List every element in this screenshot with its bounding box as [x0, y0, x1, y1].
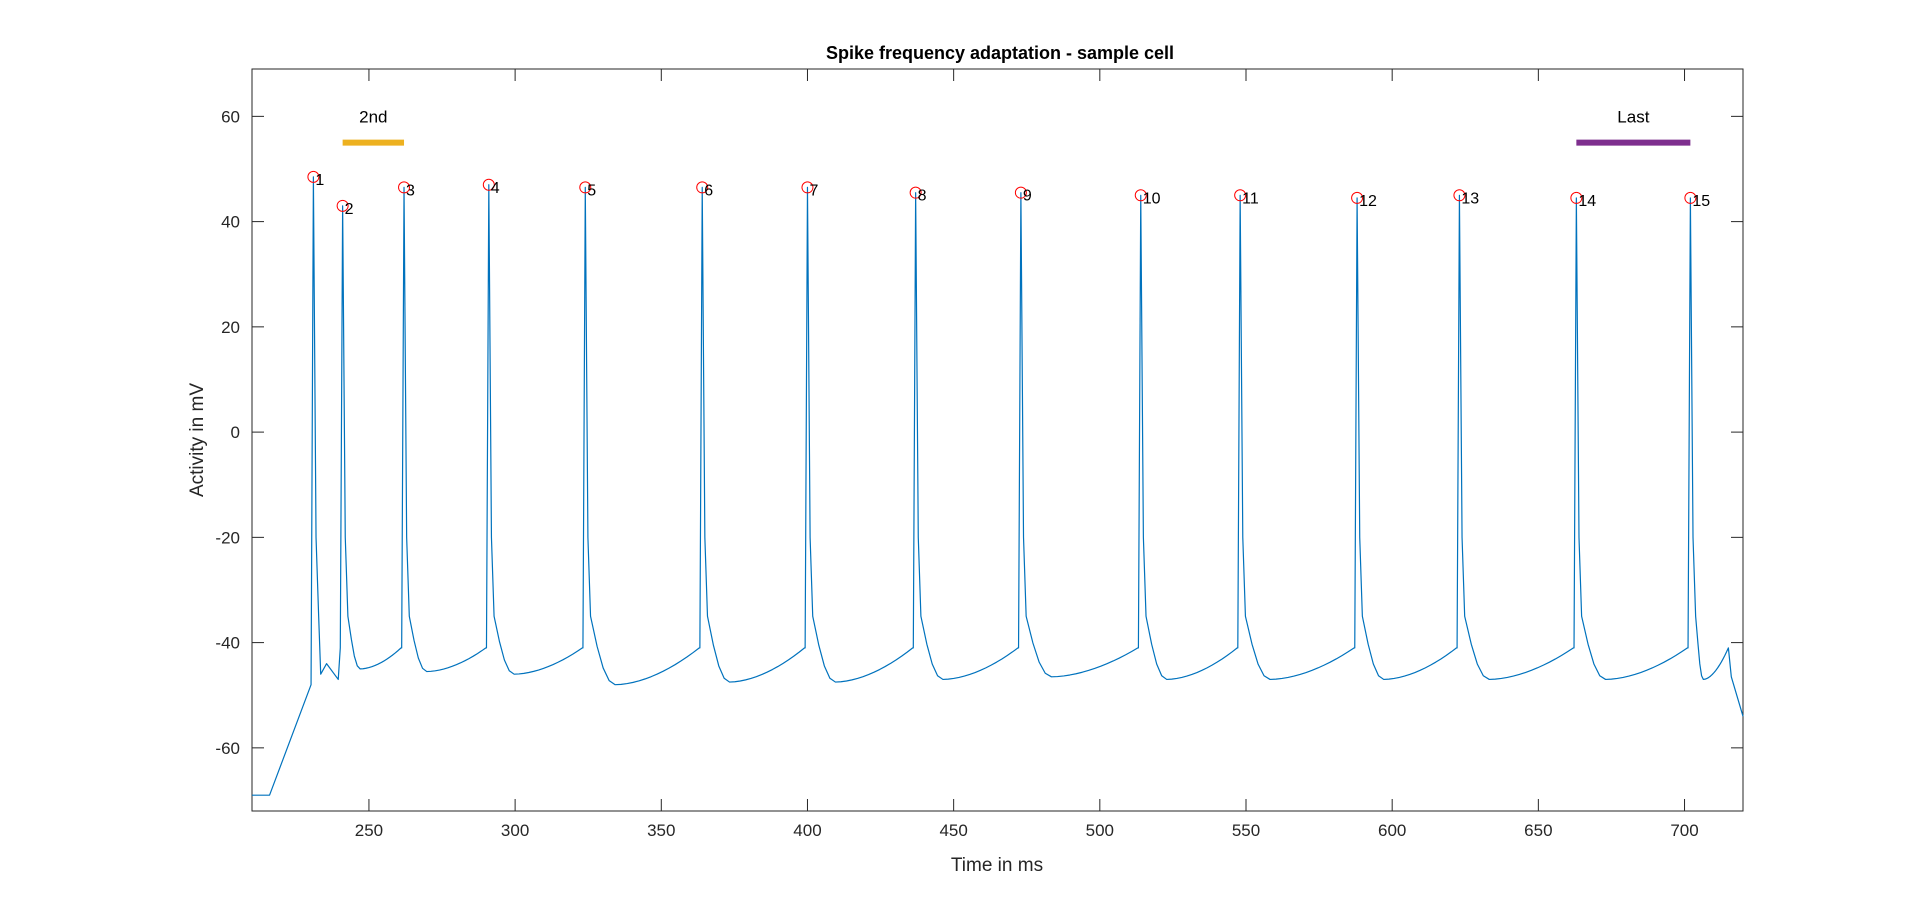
y-tick-label: 20 — [221, 318, 240, 337]
spike-marker — [1570, 191, 1583, 204]
spike-marker — [909, 186, 922, 199]
plot-area: 250 300 350 400 450 500 550 600 650 700 -60-40-20… — [215, 68, 1744, 840]
x-tick-label: 400 — [793, 821, 821, 840]
spike-number-label: 5 — [587, 182, 596, 199]
spike-number-label: 2 — [345, 201, 354, 218]
x-axis-ticks: 250 300 350 400 450 500 550 600 650 700 — [355, 69, 1699, 840]
spike-number-label: 15 — [1692, 193, 1710, 210]
spike-marker — [1351, 191, 1364, 204]
chart-title: Spike frequency adaptation - sample cell — [826, 43, 1174, 63]
membrane-potential-line — [252, 176, 1744, 796]
y-tick-label: -20 — [215, 528, 240, 547]
spike-marker — [579, 181, 592, 194]
y-tick-label: 60 — [221, 107, 240, 126]
spike-marker — [1134, 189, 1147, 202]
spike-number-label: 3 — [406, 182, 415, 199]
interval-bar-label: Last — [1617, 108, 1649, 127]
x-tick-label: 450 — [939, 821, 967, 840]
interval-bar-label: 2nd — [359, 108, 387, 127]
x-tick-label: 700 — [1670, 821, 1698, 840]
spike-marker — [398, 181, 411, 194]
spike-number-label: 7 — [809, 182, 818, 199]
spike-marker — [696, 181, 709, 194]
x-tick-label: 350 — [647, 821, 675, 840]
spike-number-label: 12 — [1359, 193, 1377, 210]
interval-bars: 2nd Last — [342, 108, 1691, 146]
spike-number-label: 6 — [704, 182, 713, 199]
spike-marker — [1234, 189, 1247, 202]
y-tick-label: 40 — [221, 213, 240, 232]
x-tick-label: 300 — [501, 821, 529, 840]
spike-number-label: 8 — [918, 188, 927, 205]
spike-marker — [1453, 189, 1466, 202]
x-tick-label: 550 — [1232, 821, 1260, 840]
y-axis-label: Activity in mV — [187, 383, 208, 497]
trace-layer — [252, 176, 1744, 796]
y-tick-label: 0 — [231, 423, 240, 442]
spike-marker — [336, 199, 349, 212]
x-tick-label: 650 — [1524, 821, 1552, 840]
x-axis-label: Time in ms — [951, 855, 1043, 876]
y-axis-ticks: -60 -40 -20 0 20 40 60 — [215, 107, 1743, 758]
spike-number-label: 1 — [315, 172, 324, 189]
x-tick-label: 250 — [355, 821, 383, 840]
spike-number-label: 13 — [1461, 190, 1479, 207]
y-tick-label: -40 — [215, 634, 240, 653]
x-tick-label: 500 — [1086, 821, 1114, 840]
spike-markers: 123 4 5 6 7 8 9 10 11 12 13 14 15 — [307, 170, 1710, 218]
y-tick-label: -60 — [215, 739, 240, 758]
spike-marker — [801, 181, 814, 194]
spike-number-label: 11 — [1242, 190, 1259, 207]
spike-marker — [1684, 191, 1697, 204]
spike-marker — [307, 170, 320, 183]
spike-number-label: 10 — [1143, 190, 1161, 207]
spike-marker — [1014, 186, 1027, 199]
axes-box — [251, 68, 1744, 812]
spike-number-label: 4 — [491, 180, 500, 197]
spike-number-label: 9 — [1023, 188, 1032, 205]
spike-marker — [482, 178, 495, 191]
spike-number-label: 14 — [1578, 193, 1596, 210]
x-tick-label: 600 — [1378, 821, 1406, 840]
